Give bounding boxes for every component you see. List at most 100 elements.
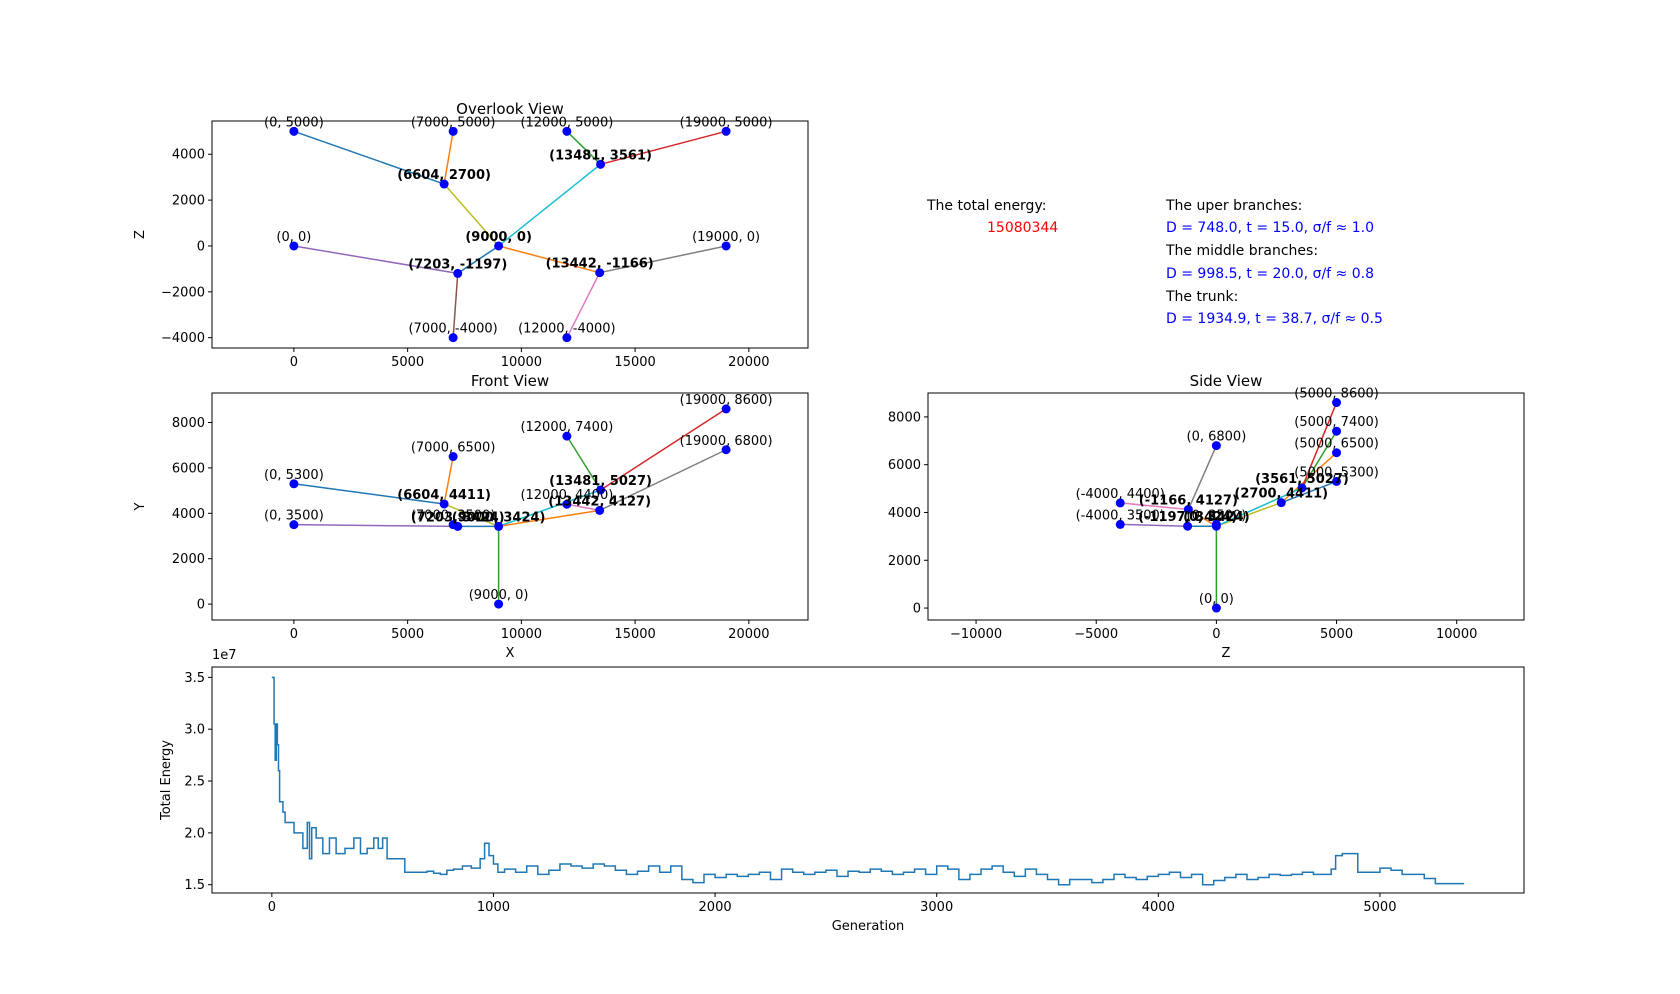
chart3-branch-7 bbox=[1120, 523, 1188, 527]
chart2-point-label-5: (0, 5300) bbox=[264, 468, 324, 483]
chart3-branch-3 bbox=[1301, 430, 1338, 489]
chart1-y-tick-label: 2000 bbox=[172, 194, 205, 209]
chart2-point-9 bbox=[595, 505, 605, 515]
chart3-branch-6 bbox=[1216, 487, 1303, 527]
chart3-point-7 bbox=[1115, 498, 1125, 508]
chart3-point-label-10: (-4000, 3500) bbox=[1076, 508, 1165, 523]
chart2-point-label-8: (12000, 4400) bbox=[520, 488, 613, 503]
total-energy-value: 15080344 bbox=[987, 220, 1059, 236]
chart3-point-label-1: (5000, 8600) bbox=[1294, 387, 1379, 402]
chart2-point-7 bbox=[439, 499, 449, 509]
chart2-point-1 bbox=[721, 404, 731, 414]
chart1-point-label-3: (12000, 5000) bbox=[520, 115, 613, 130]
chart2-x-tick-label: 0 bbox=[290, 627, 298, 642]
chart1-point-6 bbox=[439, 179, 449, 189]
chart3-x-tick-label: −5000 bbox=[1074, 627, 1118, 642]
chart4-series-line bbox=[271, 676, 1465, 886]
chart3-point-11 bbox=[1183, 521, 1193, 531]
chart1-point-3 bbox=[562, 126, 572, 136]
chart3-point-label-4: (5000, 6500) bbox=[1294, 437, 1379, 452]
chart3-point-label-13: (0, 3424) bbox=[1183, 510, 1250, 525]
chart1-y-tick-label: 4000 bbox=[172, 148, 205, 163]
chart1-x-tick-label: 15000 bbox=[614, 355, 655, 370]
chart3-x-tick-label: −10000 bbox=[950, 627, 1002, 642]
chart3-point-label-6: (3561, 5027) bbox=[1255, 472, 1349, 487]
chart4-offset-label: 1e7 bbox=[212, 648, 237, 663]
chart1-branch-5 bbox=[443, 183, 500, 247]
chart1-point-label-12: (7000, -4000) bbox=[408, 322, 497, 337]
chart1-branch-3 bbox=[566, 130, 602, 165]
chart3-y-tick-label: 2000 bbox=[888, 554, 921, 569]
chart2-point-4 bbox=[448, 452, 458, 462]
chart3-x-axis-label: Z bbox=[1222, 646, 1231, 661]
chart1-x-tick-label: 5000 bbox=[391, 355, 424, 370]
chart2-y-tick-label: 6000 bbox=[172, 461, 205, 476]
chart3-point-3 bbox=[1211, 441, 1221, 451]
chart2-y-tick-label: 0 bbox=[197, 598, 205, 613]
chart2-x-tick-label: 20000 bbox=[728, 627, 769, 642]
chart2-y-tick-label: 2000 bbox=[172, 552, 205, 567]
chart1-point-label-5: (13481, 3561) bbox=[549, 148, 652, 163]
chart2-point-3 bbox=[721, 445, 731, 455]
chart4-y-axis-label: Total Energy bbox=[159, 740, 174, 821]
trunk-value: D = 1934.9, t = 38.7, σ/f ≈ 0.5 bbox=[1166, 311, 1383, 327]
chart2-branch-6 bbox=[498, 489, 601, 528]
chart1-title: Overlook View bbox=[456, 100, 564, 118]
chart3-point-label-14: (0, 0) bbox=[1199, 592, 1234, 607]
chart1-y-tick-label: −2000 bbox=[161, 285, 205, 300]
chart3-branch-4 bbox=[1301, 402, 1338, 489]
chart3-point-label-12: (0, 3500) bbox=[1187, 508, 1247, 523]
chart3-point-4 bbox=[1332, 448, 1342, 458]
chart2-frame bbox=[211, 392, 809, 621]
chart2-branch-10 bbox=[599, 449, 727, 512]
chart1-point-label-11: (13442, -1166) bbox=[546, 257, 654, 272]
chart2-point-label-10: (0, 3500) bbox=[264, 509, 324, 524]
chart2-point-2 bbox=[562, 431, 572, 441]
chart1-point-11 bbox=[595, 268, 605, 278]
upper-branches-value: D = 748.0, t = 15.0, σ/f ≈ 1.0 bbox=[1166, 220, 1374, 236]
chart1-point-2 bbox=[448, 126, 458, 136]
chart3-point-label-11: (-1197, 3424) bbox=[1138, 510, 1237, 525]
chart2-y-tick-label: 4000 bbox=[172, 507, 205, 522]
chart1-branch-4 bbox=[600, 130, 727, 166]
chart4-y-tick-label: 3.0 bbox=[184, 723, 205, 738]
chart4-x-axis-label: Generation bbox=[832, 919, 905, 934]
chart1-point-13 bbox=[562, 333, 572, 343]
chart1-point-8 bbox=[494, 241, 504, 251]
middle-branches-value: D = 998.5, t = 20.0, σ/f ≈ 0.8 bbox=[1166, 266, 1374, 282]
chart4-frame bbox=[211, 666, 1525, 894]
chart3-point-label-3: (0, 6800) bbox=[1187, 430, 1247, 445]
chart1-branch-2 bbox=[443, 131, 454, 185]
chart1-y-axis-label: Z bbox=[133, 230, 148, 239]
chart3-point-6 bbox=[1297, 483, 1307, 493]
chart2-point-label-3: (19000, 6800) bbox=[680, 434, 773, 449]
chart3-y-tick-label: 8000 bbox=[888, 410, 921, 425]
chart1-branch-8 bbox=[452, 273, 459, 338]
chart3-point-label-2: (5000, 7400) bbox=[1294, 415, 1379, 430]
chart1-point-label-10: (7203, -1197) bbox=[408, 257, 507, 272]
chart2-point-label-9: (13442, 4127) bbox=[548, 494, 651, 509]
chart3-x-tick-label: 0 bbox=[1212, 627, 1220, 642]
chart3-x-tick-label: 10000 bbox=[1436, 627, 1477, 642]
chart1-point-9 bbox=[721, 241, 731, 251]
chart4-y-tick-label: 3.5 bbox=[184, 671, 205, 686]
chart2-point-8 bbox=[562, 499, 572, 509]
chart1-point-label-13: (12000, -4000) bbox=[518, 322, 616, 337]
chart3-title: Side View bbox=[1190, 372, 1263, 390]
chart2-x-tick-label: 15000 bbox=[614, 627, 655, 642]
chart4-x-tick-label: 4000 bbox=[1142, 900, 1175, 915]
chart3-point-2 bbox=[1332, 426, 1342, 436]
chart1-branch-1 bbox=[293, 130, 445, 185]
chart1-point-label-8: (9000, 0) bbox=[465, 230, 532, 245]
chart3-branch-8 bbox=[1120, 502, 1189, 511]
chart2-point-12 bbox=[453, 521, 463, 531]
chart1-point-7 bbox=[289, 241, 299, 251]
chart1-point-label-6: (6604, 2700) bbox=[397, 168, 491, 183]
chart1-point-1 bbox=[289, 126, 299, 136]
chart1-branch-10 bbox=[599, 245, 727, 274]
chart2-point-label-1: (19000, 8600) bbox=[680, 393, 773, 408]
chart3-point-14 bbox=[1211, 603, 1221, 613]
chart2-x-tick-label: 5000 bbox=[391, 627, 424, 642]
chart4-x-tick-label: 5000 bbox=[1363, 900, 1396, 915]
